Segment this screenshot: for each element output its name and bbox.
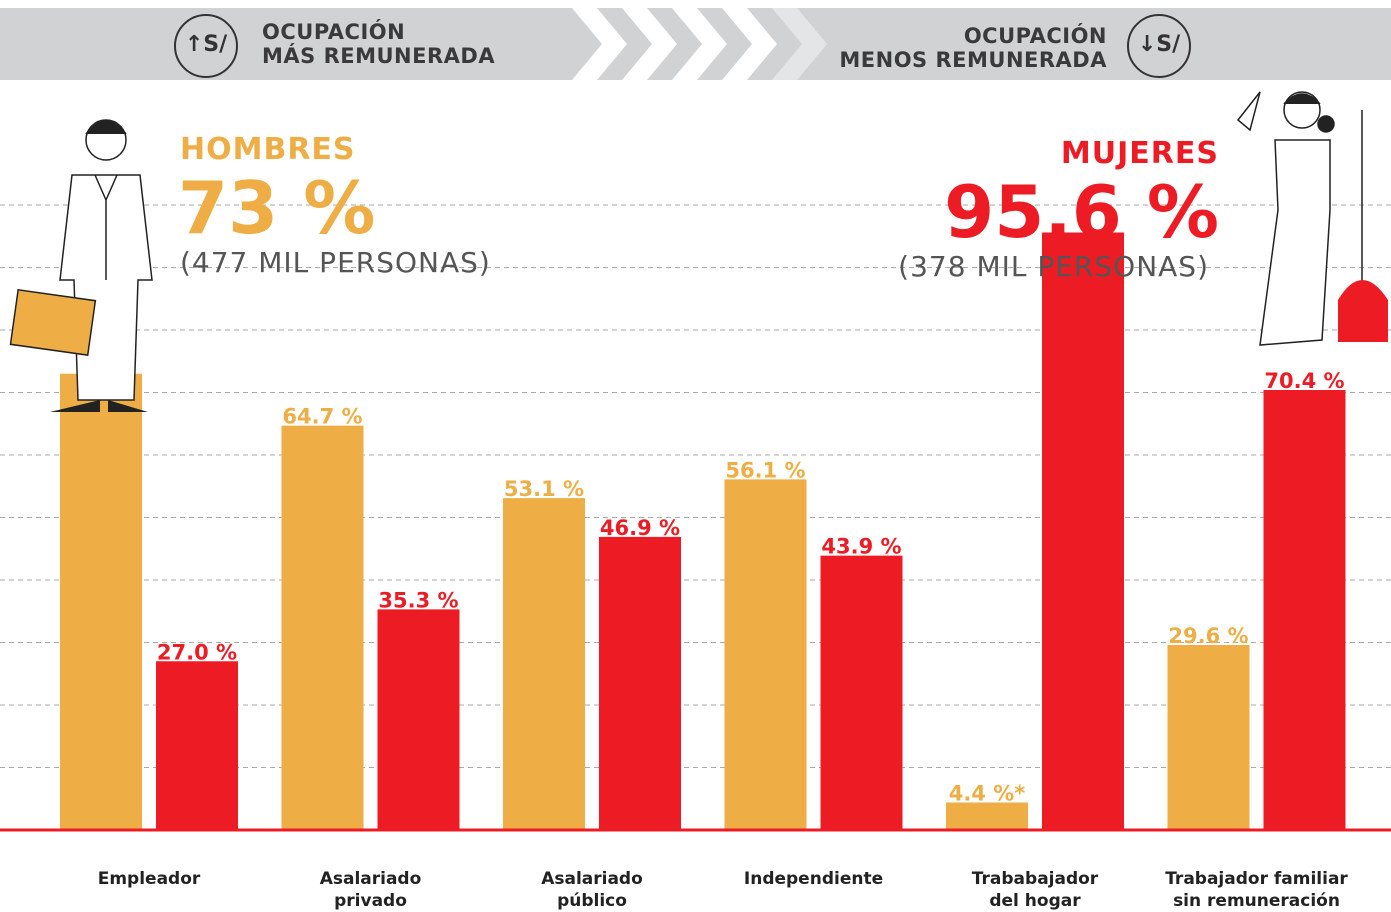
man-figure bbox=[60, 120, 152, 400]
value-label: 70.4 % bbox=[1264, 369, 1344, 393]
value-label: 27.0 % bbox=[157, 640, 237, 664]
bar bbox=[599, 537, 681, 830]
bar bbox=[282, 426, 364, 830]
bar bbox=[1042, 233, 1124, 831]
value-label: 29.6 % bbox=[1168, 624, 1248, 648]
bar bbox=[503, 498, 585, 830]
x-tick-label: Trabajador familiar sin remuneración bbox=[1147, 868, 1367, 912]
value-label: 35.3 % bbox=[378, 588, 458, 612]
dustpan bbox=[1338, 280, 1388, 342]
header-icon: ↓S/ bbox=[1127, 14, 1191, 78]
header-text: OCUPACIÓN MÁS REMUNERADA bbox=[262, 20, 495, 68]
bar bbox=[725, 479, 807, 830]
value-label: 53.1 % bbox=[504, 477, 584, 501]
value-label: 46.9 % bbox=[600, 516, 680, 540]
headline-sub: (378 MIL PERSONAS) bbox=[898, 250, 1209, 283]
value-label: 56.1 % bbox=[725, 458, 805, 482]
series-title: HOMBRES bbox=[180, 132, 356, 167]
x-tick-label: Empleador bbox=[39, 868, 259, 890]
bar bbox=[60, 374, 142, 830]
briefcase bbox=[10, 290, 95, 355]
page: {"header": {"left": {"icon": "↑S/", "tex… bbox=[0, 0, 1391, 910]
header-text: OCUPACIÓN MENOS REMUNERADA bbox=[839, 24, 1107, 72]
bar bbox=[1168, 645, 1250, 830]
value-label: 4.4 %* bbox=[949, 782, 1026, 806]
x-tick-label: Trababajador del hogar bbox=[925, 868, 1145, 912]
value-label: 64.7 % bbox=[282, 405, 362, 429]
headline-sub: (477 MIL PERSONAS) bbox=[180, 246, 491, 279]
header-icon: ↑S/ bbox=[174, 14, 238, 78]
x-tick-label: Asalariado público bbox=[482, 868, 702, 912]
x-tick-label: Asalariado privado bbox=[261, 868, 481, 912]
series-title: MUJERES bbox=[1061, 136, 1219, 171]
headline-value: 73 % bbox=[178, 172, 375, 244]
bar bbox=[156, 661, 238, 830]
headline-value: 95.6 % bbox=[944, 176, 1219, 248]
bar bbox=[378, 609, 460, 830]
bar bbox=[821, 556, 903, 830]
x-tick-label: Independiente bbox=[704, 868, 924, 890]
bar bbox=[946, 803, 1028, 831]
bar bbox=[1264, 390, 1346, 830]
value-label: 43.9 % bbox=[821, 535, 901, 559]
